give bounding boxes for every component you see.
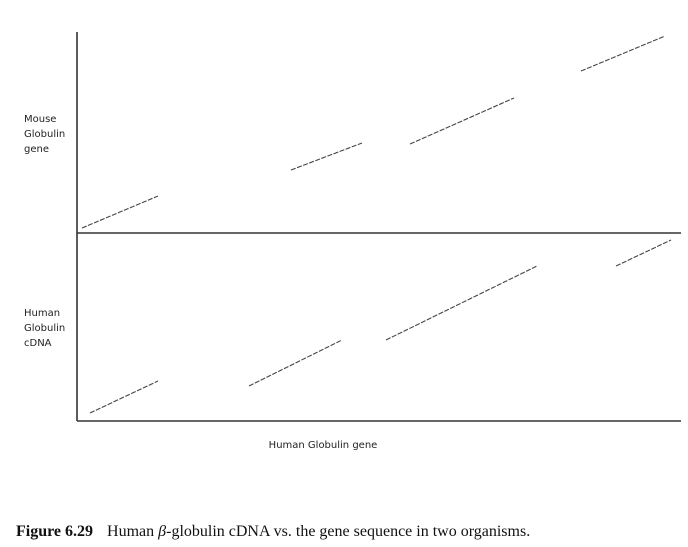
match-segment [580, 35, 666, 72]
match-segment [248, 339, 343, 387]
upper-y-label: Globulin [24, 129, 65, 140]
lower-y-label: Globulin [24, 323, 65, 334]
match-segment [385, 265, 538, 341]
upper-y-label: gene [24, 144, 49, 155]
lower-y-label: Human [24, 308, 60, 319]
lower-segments [89, 239, 672, 414]
match-segment [615, 239, 672, 267]
match-segment [290, 142, 363, 171]
lower-y-label: cDNA [24, 338, 52, 349]
caption-symbol: β [157, 523, 166, 540]
caption-text: -globulin cDNA vs. the gene sequence in … [166, 523, 530, 540]
match-segment [89, 380, 159, 414]
x-label: Human Globulin gene [269, 440, 378, 451]
match-segment [81, 195, 159, 229]
caption-text: Human [107, 523, 158, 540]
caption: Figure 6.29 Human β-globulin cDNA vs. the… [16, 523, 530, 540]
match-segment [409, 97, 515, 145]
upper-segments [81, 35, 666, 229]
caption-number: Figure 6.29 [16, 523, 93, 540]
upper-y-label: Mouse [24, 114, 56, 125]
